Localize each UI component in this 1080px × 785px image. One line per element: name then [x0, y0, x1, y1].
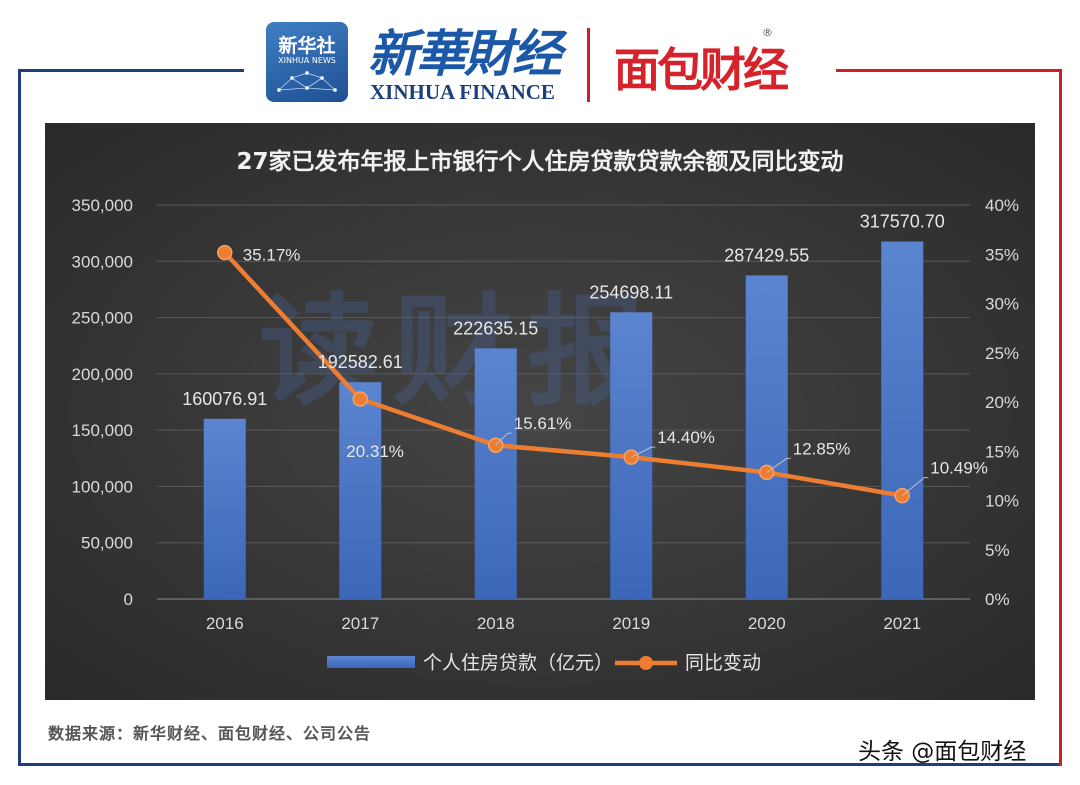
network-icon — [277, 71, 338, 92]
y-left-tick-label: 350,000 — [72, 196, 133, 215]
y-right-tick-label: 20% — [985, 393, 1019, 412]
y-left-tick-label: 0 — [124, 590, 133, 609]
frame-right-line — [1059, 69, 1062, 766]
chart-title: 27家已发布年报上市银行个人住房贷款贷款余额及同比变动 — [236, 148, 843, 175]
legend-bar-swatch — [327, 656, 415, 668]
y-left-tick-label: 100,000 — [72, 477, 133, 496]
y-left-tick-label: 150,000 — [72, 421, 133, 440]
y-right-tick-label: 10% — [985, 492, 1019, 511]
bar-value-label: 317570.70 — [860, 212, 945, 232]
line-point — [352, 391, 368, 407]
x-tick-label: 2017 — [341, 614, 379, 633]
line-series — [223, 251, 903, 498]
watermark-text: 读财报 — [259, 283, 661, 422]
bar-value-label: 287429.55 — [724, 245, 809, 265]
xinhua-finance-en-logo: XINHUA FINANCE — [370, 80, 555, 104]
y-right-tick-label: 15% — [985, 442, 1019, 461]
legend-line-marker — [639, 656, 653, 670]
y-right-tick-label: 5% — [985, 541, 1010, 560]
x-tick-label: 2018 — [477, 614, 515, 633]
bar — [203, 418, 246, 599]
y-right-tick-label: 35% — [985, 245, 1019, 264]
frame-bottom-line — [18, 763, 1062, 766]
line-value-label: 12.85% — [793, 439, 851, 458]
y-right-tick-label: 40% — [985, 196, 1019, 215]
registered-mark: ® — [762, 26, 773, 39]
line-value-label: 20.31% — [346, 442, 404, 461]
line-value-label: 14.40% — [657, 428, 715, 447]
source-note: 数据来源：新华财经、面包财经、公司公告 — [48, 724, 372, 743]
bar-value-label: 160076.91 — [182, 389, 267, 409]
logo-divider — [587, 28, 590, 102]
line-label-leader — [495, 432, 512, 446]
y-right-tick-label: 30% — [985, 295, 1019, 314]
line-label-leader — [901, 477, 929, 497]
legend-line-label: 同比变动 — [685, 652, 761, 674]
bar — [474, 348, 517, 599]
x-tick-label: 2016 — [206, 614, 244, 633]
line-value-label: 35.17% — [243, 246, 301, 265]
xinhua-logo-en: XINHUA NEWS — [278, 56, 336, 65]
y-right-tick-label: 0% — [985, 590, 1010, 609]
y-right-tick-label: 25% — [985, 344, 1019, 363]
chart-panel: 读财报 160076.91 192582.61 222635.15 254698.11… — [45, 123, 1035, 700]
header: 新华社 XINHUA NEWS 新華財经 XINHUA FINANCE 面包财经… — [0, 0, 1080, 115]
mianbao-finance-logo: 面包财经 — [614, 43, 789, 97]
line-label-leader — [766, 457, 791, 473]
y-left-tick-label: 250,000 — [72, 309, 133, 328]
bar-value-label: 222635.15 — [453, 318, 538, 338]
toutiao-watermark: 头条 @面包财经 — [858, 739, 1027, 765]
y-left-tick-label: 50,000 — [81, 534, 133, 553]
line-value-label: 15.61% — [514, 414, 572, 433]
xinhua-news-logo: 新华社 XINHUA NEWS — [266, 22, 348, 102]
xinhua-logo-cn: 新华社 — [278, 35, 336, 57]
line-label-leader — [631, 446, 656, 458]
bar — [881, 241, 924, 599]
y-left-tick-label: 200,000 — [72, 365, 133, 384]
x-tick-label: 2020 — [748, 614, 786, 633]
bar — [745, 275, 788, 599]
y-left-tick-label: 300,000 — [72, 252, 133, 271]
line-value-label: 10.49% — [930, 459, 988, 478]
x-tick-label: 2021 — [883, 614, 921, 633]
bar-value-label: 192582.61 — [318, 352, 403, 372]
legend-bar-label: 个人住房贷款（亿元） — [423, 652, 613, 674]
frame-left-line — [18, 69, 21, 766]
bar-value-label: 254698.11 — [589, 282, 673, 302]
x-tick-label: 2019 — [612, 614, 650, 633]
xinhua-finance-cn-logo: 新華財经 — [368, 24, 562, 83]
chart-svg: 读财报 160076.91 192582.61 222635.15 254698.11… — [45, 123, 1035, 700]
line-point — [217, 244, 233, 261]
bar — [339, 382, 382, 599]
chart-background — [45, 123, 1035, 700]
frame-top-right-line — [836, 69, 1062, 72]
frame-top-left-line — [18, 69, 244, 72]
